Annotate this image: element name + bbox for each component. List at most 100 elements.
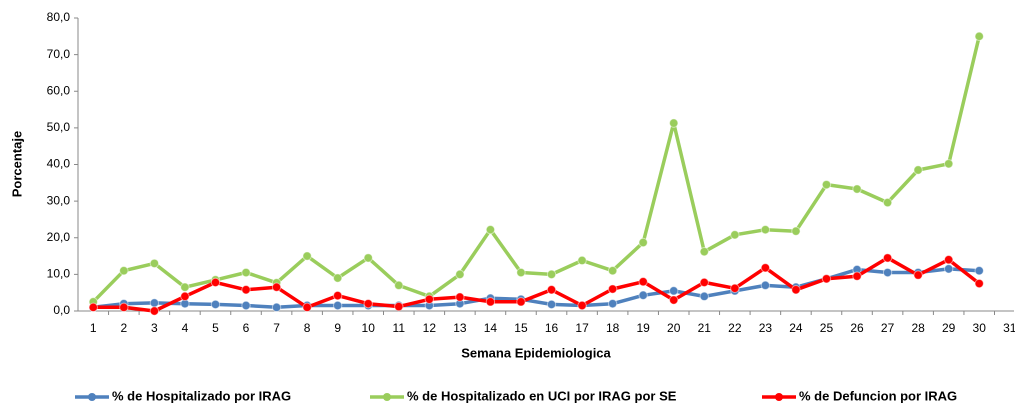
point bbox=[119, 266, 129, 276]
x-tick-label: 31 bbox=[1003, 321, 1015, 335]
point bbox=[882, 197, 893, 208]
point bbox=[485, 224, 496, 235]
point bbox=[760, 224, 771, 235]
point bbox=[516, 297, 526, 307]
point bbox=[363, 253, 373, 263]
x-tick-label: 6 bbox=[243, 321, 250, 335]
point bbox=[699, 277, 709, 288]
x-tick-label: 23 bbox=[759, 321, 773, 335]
series-line bbox=[92, 35, 981, 304]
point bbox=[913, 165, 923, 175]
x-tick-label: 1 bbox=[90, 321, 97, 335]
x-tick-label: 27 bbox=[881, 321, 895, 335]
y-tick-label: 40,0 bbox=[47, 157, 71, 171]
x-tick-label: 22 bbox=[728, 321, 742, 335]
x-tick-label: 8 bbox=[304, 321, 311, 335]
point bbox=[363, 298, 373, 309]
point bbox=[516, 267, 526, 278]
y-tick-label: 50,0 bbox=[47, 120, 71, 134]
x-tick-label: 2 bbox=[120, 321, 127, 335]
x-tick-label: 17 bbox=[575, 321, 589, 335]
y-tick-label: 60,0 bbox=[47, 83, 71, 97]
x-tick-label: 4 bbox=[182, 321, 189, 335]
y-tick-label: 20,0 bbox=[47, 230, 71, 244]
x-tick-label: 21 bbox=[698, 321, 712, 335]
point bbox=[241, 285, 251, 295]
point bbox=[149, 258, 160, 269]
x-tick-label: 29 bbox=[942, 321, 956, 335]
y-tick-label: 70,0 bbox=[47, 47, 71, 61]
point bbox=[577, 255, 587, 266]
x-tick-label: 11 bbox=[393, 321, 406, 335]
point bbox=[88, 302, 98, 313]
x-tick-label: 19 bbox=[636, 321, 650, 335]
point bbox=[638, 277, 648, 287]
point bbox=[791, 285, 801, 295]
x-tick-label: 15 bbox=[514, 321, 528, 335]
point bbox=[638, 237, 648, 248]
x-tick-label: 7 bbox=[273, 321, 280, 335]
legend-label: % de Hospitalizado por IRAG bbox=[112, 388, 291, 403]
point bbox=[852, 271, 862, 281]
y-tick-label: 80,0 bbox=[47, 10, 71, 24]
point bbox=[730, 283, 740, 293]
point bbox=[149, 298, 160, 308]
point bbox=[943, 255, 954, 265]
point bbox=[974, 266, 984, 276]
x-tick-label: 9 bbox=[334, 321, 341, 335]
point bbox=[302, 251, 312, 261]
point bbox=[760, 280, 771, 291]
point bbox=[241, 267, 251, 278]
point bbox=[821, 179, 832, 190]
x-tick-label: 25 bbox=[820, 321, 834, 335]
point bbox=[974, 278, 984, 289]
point bbox=[394, 301, 404, 312]
point bbox=[210, 299, 221, 310]
point bbox=[669, 118, 679, 128]
x-tick-label: 20 bbox=[667, 321, 681, 335]
point bbox=[577, 300, 587, 311]
point bbox=[302, 302, 312, 313]
legend-label: % de Hospitalizado en UCI por IRAG por S… bbox=[407, 388, 677, 403]
point bbox=[669, 295, 679, 305]
legend-marker bbox=[775, 393, 783, 401]
point bbox=[271, 302, 282, 313]
x-tick-label: 26 bbox=[850, 321, 864, 335]
x-tick-label: 24 bbox=[789, 321, 803, 335]
point bbox=[943, 264, 954, 274]
x-tick-label: 10 bbox=[362, 321, 376, 335]
point bbox=[180, 291, 190, 302]
point bbox=[607, 266, 618, 276]
point bbox=[669, 286, 679, 296]
point bbox=[546, 299, 557, 310]
legend-label: % de Defuncion por IRAG bbox=[799, 388, 957, 403]
x-tick-label: 12 bbox=[423, 321, 437, 335]
point bbox=[149, 306, 160, 316]
point bbox=[791, 226, 801, 236]
point bbox=[332, 290, 343, 301]
point bbox=[210, 277, 221, 288]
point bbox=[546, 285, 557, 295]
point bbox=[730, 230, 740, 240]
series-line bbox=[93, 256, 981, 313]
legend-marker bbox=[383, 393, 391, 401]
x-tick-label: 13 bbox=[453, 321, 467, 335]
point bbox=[241, 300, 251, 311]
x-tick-label: 28 bbox=[911, 321, 925, 335]
point bbox=[699, 291, 709, 302]
point bbox=[546, 269, 557, 280]
point bbox=[882, 267, 893, 278]
x-tick-label: 5 bbox=[212, 321, 219, 335]
y-tick-label: 0,0 bbox=[53, 303, 70, 317]
point bbox=[119, 302, 129, 313]
point bbox=[607, 298, 618, 309]
point bbox=[180, 282, 190, 292]
point bbox=[332, 273, 343, 283]
point bbox=[638, 290, 648, 300]
x-tick-label: 14 bbox=[484, 321, 498, 335]
y-tick-label: 10,0 bbox=[47, 267, 71, 281]
x-axis-title: Semana Epidemiologica bbox=[461, 345, 611, 360]
point bbox=[821, 274, 832, 284]
y-tick-label: 30,0 bbox=[47, 193, 71, 207]
